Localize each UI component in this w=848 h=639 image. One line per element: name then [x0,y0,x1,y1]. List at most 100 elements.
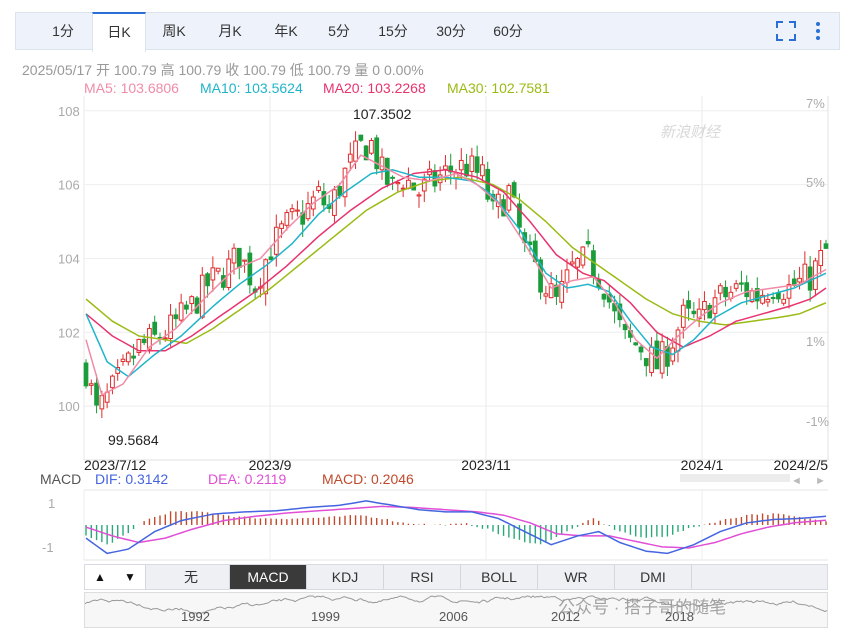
scroll-up-button[interactable]: ▲ [85,565,116,589]
candle-body [247,252,253,286]
dif-label: DIF: 0.3142 [95,471,169,487]
tab-15min[interactable]: 15分 [378,23,408,39]
candle-body [168,314,173,339]
candle-body [173,314,179,320]
candle-body [353,140,358,162]
dea-line [85,505,827,549]
candle-body [88,383,94,386]
candle-body [395,181,401,185]
candle-body [136,338,142,353]
y-tick-label: 102 [58,325,80,340]
nav-year-2018: 2018 [665,609,694,624]
y-tick-label: 108 [58,104,80,119]
macd-title: MACD [40,471,82,487]
indicator-wr[interactable]: WR [538,565,615,589]
candle-body [99,395,105,410]
ma10-line [85,169,827,378]
candle-body [543,293,549,297]
indicator-rsi[interactable]: RSI [384,565,461,589]
info-low: 100.79 [307,62,351,78]
candle-body [554,284,559,297]
candle-body [199,274,205,318]
candle-body [569,261,575,265]
indicator-dmi[interactable]: DMI [615,565,692,589]
candle-body [691,310,697,315]
tab-daily-k[interactable]: 日K [92,12,146,52]
x-tick-label: 2024/1 [681,457,724,473]
scroll-down-button[interactable]: ▼ [115,565,146,589]
time-navigator[interactable]: 1992 1999 2006 2012 2018 [84,592,828,628]
candle-body [458,159,464,171]
fullscreen-icon[interactable] [776,21,796,46]
candle-body [696,308,702,320]
macd-value-label: MACD: 0.2046 [322,471,414,487]
candle-body [379,156,385,171]
candle-body [559,281,565,303]
info-high-label: 高 [160,62,175,78]
candle-body [675,329,681,352]
candle-body [733,283,739,289]
timeframe-tabs: 1分 日K 周K 月K 年K 5分 15分 30分 60分 [15,12,840,52]
x-scrollbar [680,474,790,482]
candle-body [686,300,691,309]
tab-30min[interactable]: 30分 [436,23,466,39]
candle-body [480,164,485,177]
x-axis-labels: 2023/7/12 2023/9 2023/11 2024/1 2024/2/5 ◄ ► [84,457,828,487]
ma30-line [85,176,827,345]
y-tick-label: 104 [58,251,80,266]
info-open: 100.79 [113,62,157,78]
y-pct-label: 1% [806,334,825,349]
candle-body [421,178,427,192]
tab-yearly-k[interactable]: 年K [274,23,298,39]
candle-body [548,283,554,299]
y-tick-label: 100 [58,399,80,414]
tab-1min[interactable]: 1分 [52,23,74,39]
candle-body [94,382,99,406]
info-low-label: 低 [289,62,304,78]
candle-body [760,294,765,304]
tab-60min[interactable]: 60分 [493,23,523,39]
candle-body [131,355,136,359]
candle-body [316,186,321,191]
candle-body [717,285,723,294]
y-tick-label: 106 [58,178,80,193]
candle-body [205,273,210,287]
candle-body [786,283,792,299]
nav-year-1992: 1992 [181,609,210,624]
candle-body [622,323,628,331]
candle-body [744,282,750,298]
candle-body [321,191,327,206]
info-date: 2025/05/17 [22,62,93,78]
candle-body [638,346,644,353]
indicator-bar: ▲ ▼ 无 MACD KDJ RSI BOLL WR DMI [84,564,828,590]
candle-body [702,300,707,311]
candle-body [125,352,131,363]
moving-average-lines [85,154,827,397]
candle-body [754,288,760,302]
more-vertical-icon[interactable] [813,21,823,46]
tab-5min[interactable]: 5分 [328,23,350,39]
indicator-none[interactable]: 无 [153,565,230,589]
candle-body [305,203,311,220]
y-pct-label: -1% [806,414,830,429]
indicator-boll[interactable]: BOLL [461,565,538,589]
candle-body [279,223,284,229]
candle-body [400,187,406,190]
tab-weekly-k[interactable]: 周K [162,23,186,39]
indicator-kdj[interactable]: KDJ [307,565,384,589]
tab-monthly-k[interactable]: 月K [218,23,242,39]
indicator-macd[interactable]: MACD [230,565,307,589]
candle-body [633,342,639,346]
ohlc-info: 2025/05/17 开 100.79 高 100.79 收 100.79 低 … [22,60,424,80]
candle-body [643,358,649,367]
candle-body [374,137,380,170]
candle-body [649,346,654,373]
dif-line [85,500,827,555]
nav-year-2012: 2012 [551,609,580,624]
candle-body [511,182,517,198]
candle-body [295,209,300,212]
navigator-sparkline [85,595,827,615]
ma5-line [85,154,827,397]
x-tick-label: 2024/2/5 [774,457,829,473]
